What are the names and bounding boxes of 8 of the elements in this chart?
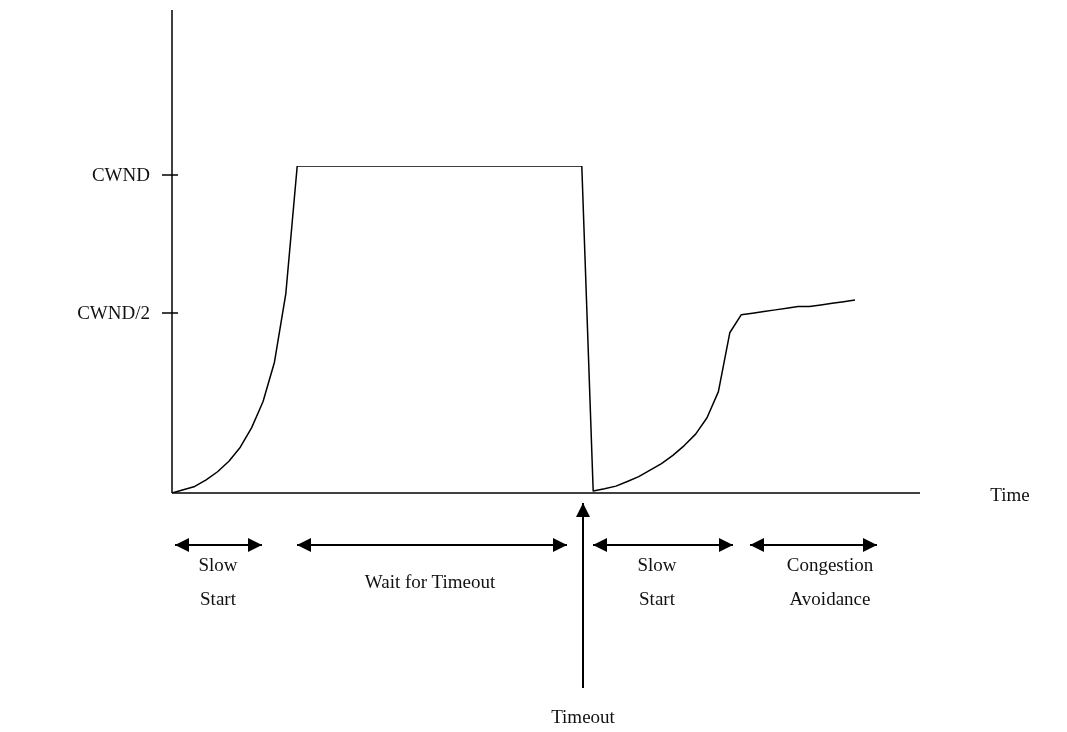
text: Congestion Avoidance <box>785 553 875 611</box>
text: CWND <box>90 163 150 187</box>
text: Slow Start <box>636 553 678 611</box>
text: Timeout <box>550 705 616 729</box>
text: Time <box>989 483 1031 507</box>
text: Wait for Timeout <box>363 570 497 594</box>
text: Slow Start <box>197 553 239 611</box>
text: CWND/2 <box>76 301 150 325</box>
